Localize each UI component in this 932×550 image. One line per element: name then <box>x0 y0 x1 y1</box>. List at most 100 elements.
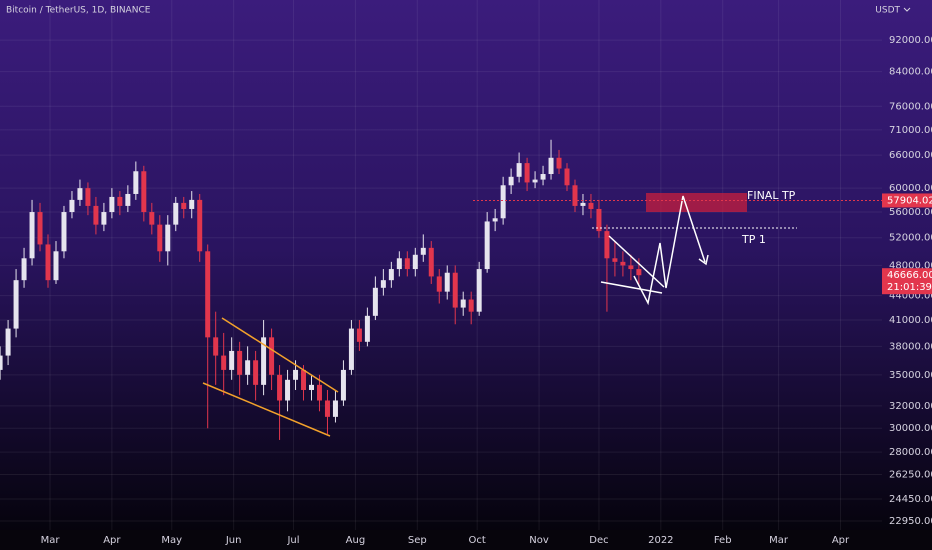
y-tick-label: 28000.00 <box>889 447 932 458</box>
candle-body <box>596 208 602 232</box>
candle-body <box>492 218 498 222</box>
candle-body <box>149 212 155 225</box>
candle-body <box>380 280 386 288</box>
candle-body <box>444 272 450 292</box>
trendline <box>600 281 663 294</box>
y-tick-label: 92000.00 <box>889 35 932 46</box>
candle-body <box>261 337 267 385</box>
trendline <box>221 317 339 393</box>
candle-body <box>388 269 394 281</box>
y-tick-label: 24450.00 <box>889 494 932 505</box>
x-tick-label: Mar <box>769 535 789 546</box>
candle-body <box>316 384 322 401</box>
candle-body <box>324 400 330 417</box>
y-tick-label: 32000.00 <box>889 401 932 412</box>
candle-body <box>165 224 171 252</box>
candle-body <box>53 251 59 281</box>
trendline <box>202 382 331 437</box>
candle-body <box>69 199 75 213</box>
target-zone <box>646 193 747 212</box>
candle-body <box>468 299 474 312</box>
y-tick-label: 60000.00 <box>889 183 932 194</box>
candle-body <box>332 400 338 417</box>
candle-body <box>141 171 147 213</box>
candle-body <box>157 224 163 252</box>
arrow-head <box>698 254 709 266</box>
candle-body <box>564 168 570 186</box>
candle-body <box>285 379 291 401</box>
x-tick-label: Apr <box>832 535 850 546</box>
candle-body <box>85 188 91 206</box>
chart-title: Bitcoin / TetherUS, 1D, BINANCE <box>6 6 151 16</box>
candle-body <box>61 212 67 252</box>
x-tick-label: May <box>161 535 182 546</box>
y-tick-label: 84000.00 <box>889 67 932 78</box>
candle-body <box>293 369 299 380</box>
y-tick-label: 56000.00 <box>889 207 932 218</box>
candle-body <box>213 337 219 356</box>
x-tick-label: Nov <box>529 535 549 546</box>
countdown-label: 21:01:39 <box>887 282 932 293</box>
candle-body <box>588 202 594 209</box>
candle-body <box>412 254 418 270</box>
last-price-label: 46666.00 <box>887 270 932 281</box>
candle-body <box>173 202 179 225</box>
price-level-tag <box>882 193 932 208</box>
candle-body <box>229 350 235 370</box>
candle-body <box>0 355 3 370</box>
candle-body <box>277 374 283 401</box>
y-tick-label: 44000.00 <box>889 291 932 302</box>
candles <box>0 139 642 440</box>
candle-body <box>245 360 251 375</box>
x-tick-label: Sep <box>408 535 427 546</box>
y-tick-label: 30000.00 <box>889 423 932 434</box>
last-price-tag <box>882 268 932 295</box>
candle-body <box>133 171 139 194</box>
candle-body <box>420 247 426 255</box>
currency-chevron <box>903 7 911 12</box>
candle-body <box>189 199 195 209</box>
candle-body <box>428 247 434 277</box>
candle-body <box>500 185 506 219</box>
x-tick-label: Aug <box>346 535 366 546</box>
candle-body <box>269 337 275 375</box>
time-axis-band <box>0 530 932 550</box>
y-tick-label: 76000.00 <box>889 101 932 112</box>
y-tick-label: 35000.00 <box>889 370 932 381</box>
y-tick-label: 41000.00 <box>889 315 932 326</box>
candle-body <box>364 315 370 342</box>
candle-body <box>5 328 11 356</box>
candle-body <box>460 299 466 308</box>
candle-body <box>396 258 402 270</box>
candle-body <box>436 276 442 292</box>
candle-body <box>612 258 618 262</box>
candle-body <box>620 261 626 266</box>
candle-body <box>372 287 378 316</box>
x-tick-label: 2022 <box>648 535 673 546</box>
candle-body <box>548 157 554 175</box>
x-tick-label: Jul <box>286 535 299 546</box>
candle-body <box>181 202 187 209</box>
candle-body <box>13 280 19 329</box>
candle-body <box>117 196 123 206</box>
candle-body <box>452 272 458 308</box>
x-tick-label: Mar <box>41 535 61 546</box>
candle-body <box>636 269 642 276</box>
x-tick-label: Feb <box>714 535 732 546</box>
candle-body <box>197 199 203 252</box>
candle-body <box>205 251 211 338</box>
candle-body <box>237 350 243 375</box>
candle-body <box>524 163 530 183</box>
price-level-label: 57904.02 <box>887 195 932 206</box>
candle-body <box>540 174 546 180</box>
candle-body <box>580 202 586 206</box>
candle-body <box>253 360 259 385</box>
grid <box>0 0 882 530</box>
x-tick-label: Dec <box>589 535 608 546</box>
candle-body <box>77 188 83 200</box>
candle-body <box>572 185 578 206</box>
candle-body <box>628 265 634 270</box>
candle-body <box>516 163 522 177</box>
candle-body <box>37 212 43 245</box>
